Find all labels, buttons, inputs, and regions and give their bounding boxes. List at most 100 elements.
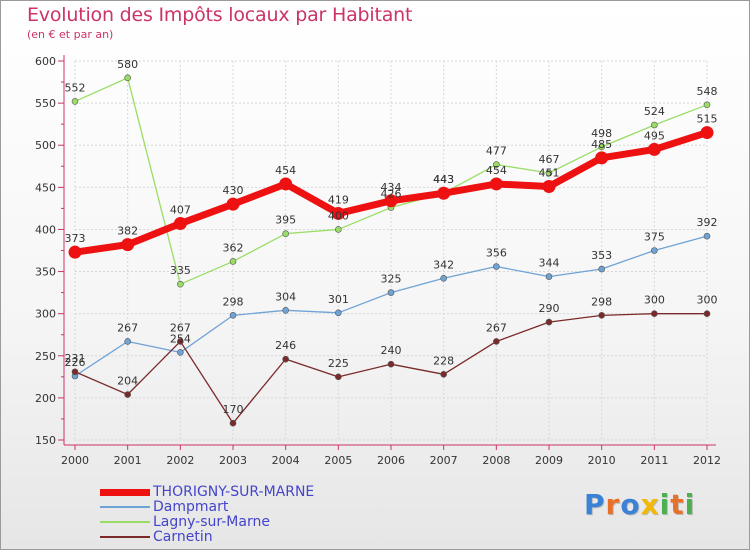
data-label: 228: [433, 354, 454, 367]
data-label: 454: [275, 164, 296, 177]
y-tick-label: 400: [35, 223, 56, 236]
data-point: [335, 309, 342, 317]
proxiti-logo: Proxiti: [584, 488, 695, 521]
data-label: 451: [539, 166, 560, 179]
logo-letter: o: [620, 488, 641, 521]
y-tick-label: 600: [35, 55, 56, 68]
data-point: [598, 143, 605, 151]
data-label: 300: [697, 294, 718, 307]
data-point: [177, 280, 184, 288]
data-point: [335, 226, 342, 233]
data-label: 298: [223, 295, 244, 308]
data-point: [226, 197, 240, 211]
legend-label-carnetin: Carnetin: [153, 529, 213, 545]
y-tick-label: 250: [35, 350, 56, 363]
y-tick-label: 200: [35, 392, 56, 405]
data-point: [282, 355, 289, 363]
x-tick-label: 2006: [377, 454, 405, 467]
x-tick-label: 2000: [61, 454, 89, 467]
y-tick-label: 150: [35, 434, 56, 447]
data-point: [335, 373, 342, 381]
legend-swatch-thorigny: [100, 489, 150, 496]
data-point: [598, 265, 605, 273]
data-point: [437, 186, 451, 200]
data-point: [173, 217, 187, 231]
y-tick-label: 450: [35, 181, 56, 194]
data-point: [703, 310, 711, 317]
x-tick-label: 2005: [324, 454, 352, 467]
data-point: [331, 206, 345, 220]
y-tick-label: 500: [35, 139, 56, 152]
data-label: 325: [381, 273, 402, 286]
data-label: 552: [65, 81, 86, 94]
y-tick-label: 350: [35, 266, 56, 279]
x-tick-label: 2002: [166, 454, 194, 467]
x-tick-label: 2011: [640, 454, 668, 467]
data-point: [124, 391, 131, 398]
data-point: [121, 238, 135, 252]
x-tick-label: 2004: [272, 454, 300, 467]
x-tick-label: 2001: [114, 454, 142, 467]
data-label: 231: [65, 352, 86, 365]
data-point: [282, 306, 289, 314]
data-point: [124, 74, 131, 82]
x-tick-label: 2007: [430, 454, 458, 467]
data-label: 356: [486, 247, 507, 260]
data-point: [493, 338, 500, 345]
data-label: 434: [381, 181, 402, 194]
logo-letter: r: [605, 488, 621, 521]
data-label: 382: [117, 225, 138, 238]
chart-title: Evolution des Impôts locaux par Habitant: [27, 4, 413, 26]
data-label: 342: [433, 258, 454, 271]
data-label: 395: [275, 214, 296, 227]
y-tick-label: 550: [35, 97, 56, 110]
data-point: [651, 310, 658, 317]
data-point: [440, 371, 447, 378]
data-point: [595, 151, 609, 165]
data-label: 407: [170, 204, 191, 217]
data-point: [440, 274, 447, 282]
data-label: 298: [591, 295, 612, 308]
data-point: [545, 273, 553, 280]
data-point: [651, 247, 658, 254]
data-point: [703, 232, 711, 240]
chart-subtitle: (en € et par an): [27, 28, 114, 41]
data-label: 400: [328, 209, 349, 222]
data-label: 426: [381, 188, 402, 201]
data-point: [387, 360, 395, 368]
data-label: 226: [65, 356, 86, 369]
data-label: 524: [644, 105, 665, 118]
data-point: [68, 245, 82, 259]
data-point: [545, 318, 553, 326]
data-label: 419: [328, 193, 349, 206]
x-tick-label: 2003: [219, 454, 247, 467]
logo-letter: t: [670, 488, 685, 521]
data-label: 392: [697, 216, 718, 229]
data-label: 240: [381, 344, 402, 357]
data-label: 290: [539, 302, 560, 315]
data-point: [703, 101, 711, 109]
data-point: [177, 338, 184, 345]
data-point: [387, 289, 395, 296]
data-label: 373: [65, 232, 86, 245]
data-label: 430: [223, 184, 244, 197]
legend-label-dampmart: Dampmart: [153, 499, 229, 515]
data-label: 443: [433, 173, 454, 186]
x-tick-label: 2009: [535, 454, 563, 467]
data-point: [229, 419, 237, 427]
data-point: [700, 126, 714, 140]
logo-letter: P: [584, 488, 606, 521]
data-point: [229, 258, 237, 265]
data-point: [545, 169, 553, 177]
data-label: 204: [117, 375, 138, 388]
data-label: 254: [170, 332, 191, 345]
data-label: 267: [170, 321, 191, 334]
data-label: 362: [223, 241, 244, 254]
data-point: [229, 312, 237, 319]
legend-label-thorigny: THORIGNY-SUR-MARNE: [153, 484, 315, 500]
data-label: 580: [117, 58, 138, 71]
data-label: 353: [591, 249, 612, 262]
data-label: 300: [644, 294, 665, 307]
